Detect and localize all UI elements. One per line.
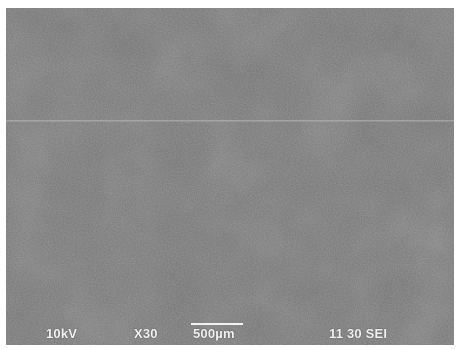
accelerating-voltage-label: 10kV [46, 326, 78, 341]
scale-bar [191, 323, 243, 325]
sem-image-frame: 10kV X30 500µm 11 30 SEI [6, 8, 454, 345]
magnification-label: X30 [134, 326, 158, 341]
sem-micrograph-texture [6, 8, 454, 345]
image-id-label: 11 30 SEI [329, 326, 388, 341]
sem-info-bar: 10kV X30 500µm 11 30 SEI [6, 323, 454, 345]
scale-bar-label: 500µm [193, 326, 235, 341]
scan-line-artifact [6, 120, 454, 122]
